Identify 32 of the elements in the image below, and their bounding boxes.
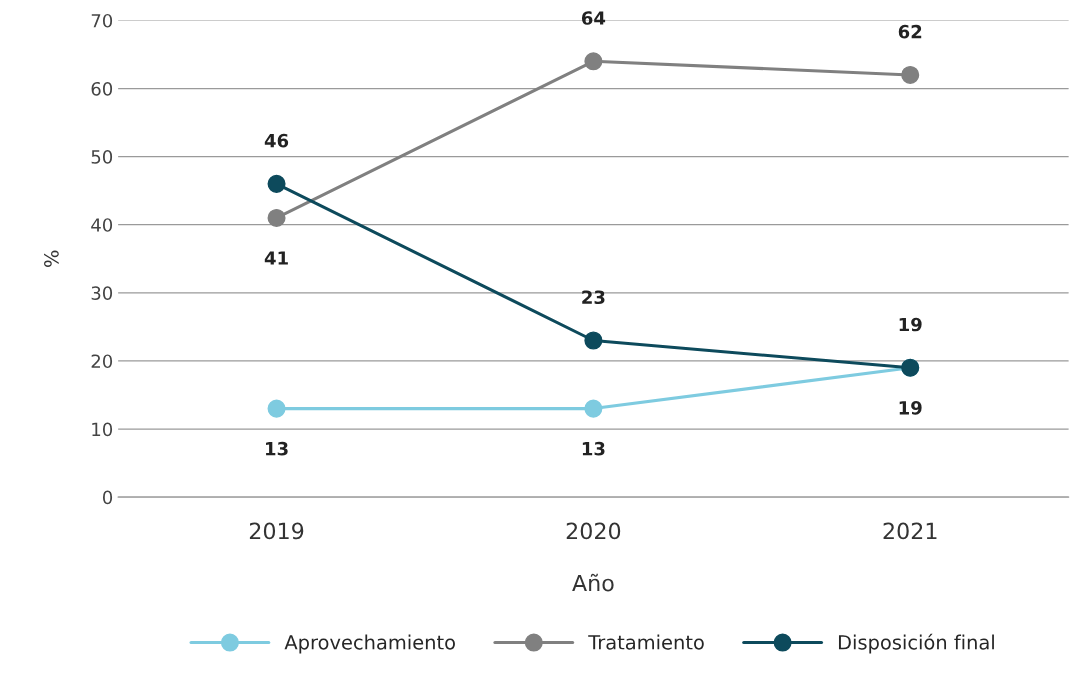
x-tick-label: 2019: [249, 522, 304, 540]
data-label: 19: [899, 401, 922, 415]
data-label: 41: [264, 251, 288, 265]
point: [267, 399, 286, 418]
point: [267, 174, 286, 193]
data-label: 13: [266, 441, 288, 456]
legend-label: Aprovechamiento: [284, 634, 455, 654]
y-tick-label: 0: [102, 490, 113, 505]
point: [267, 208, 286, 227]
y-tick-label: 10: [92, 422, 113, 437]
y-axis-title: %: [44, 250, 59, 267]
legend-label: Disposición final: [838, 633, 994, 654]
x-axis-title: Año: [572, 573, 614, 592]
x-tick-label: 2020: [566, 522, 621, 540]
data-label: 62: [898, 24, 922, 39]
point: [584, 331, 603, 350]
data-label: 19: [899, 317, 922, 332]
data-label: 13: [582, 441, 605, 456]
y-tick-label: 40: [91, 218, 113, 232]
x-tick-label: 2021: [883, 522, 937, 540]
y-tick-label: 30: [91, 286, 113, 300]
data-label: 46: [264, 133, 289, 148]
point: [584, 399, 603, 418]
legend-label: Tratamiento: [588, 634, 704, 650]
y-tick-label: 60: [91, 81, 113, 96]
data-label: 64: [581, 11, 606, 25]
point: [584, 52, 603, 71]
y-tick-label: 50: [91, 150, 113, 164]
y-tick-label: 70: [91, 13, 113, 28]
data-label: 23: [582, 290, 605, 305]
y-tick-label: 20: [91, 354, 113, 369]
point: [901, 65, 920, 84]
